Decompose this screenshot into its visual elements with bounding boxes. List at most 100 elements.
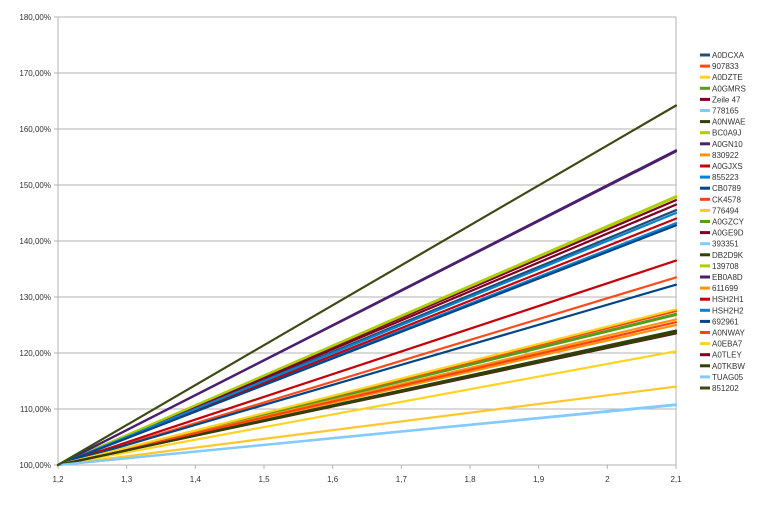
legend-item: 776494 — [700, 206, 739, 215]
legend-item: 778165 — [700, 107, 739, 116]
x-tick-label: 1,7 — [396, 475, 408, 484]
legend-item: DB2D9K — [700, 251, 744, 260]
legend-label: A0NWAE — [712, 118, 746, 127]
x-tick-label: 1,9 — [533, 475, 545, 484]
series-line-a0gjxs — [56, 259, 678, 467]
legend-label: A0DZTE — [712, 73, 743, 82]
series-line-776494 — [56, 385, 678, 467]
legend-item: A0NWAE — [700, 118, 746, 127]
series-line-cb0789 — [56, 283, 678, 467]
legend-label: 855223 — [712, 173, 739, 182]
legend-item: A0TLEY — [700, 351, 742, 360]
legend-label: CK4578 — [712, 195, 741, 204]
legend-label: A0GN10 — [712, 140, 743, 149]
legend: A0DCXA 907833 A0DZTE A0GMRS Zeile 47 778165 A0… — [700, 51, 746, 393]
legend-label: A0GZCY — [712, 218, 745, 227]
gridlines — [58, 16, 676, 466]
legend-label: DB2D9K — [712, 251, 744, 260]
legend-item: A0GE9D — [700, 229, 744, 238]
series-line-a0tkbw — [56, 331, 678, 467]
series-lines — [56, 104, 678, 467]
x-tick-label: 1,5 — [258, 475, 270, 484]
series-line-a0eba7 — [56, 308, 678, 467]
legend-label: 776494 — [712, 206, 739, 215]
legend-label: A0TKBW — [712, 362, 745, 371]
legend-label: A0EBA7 — [712, 340, 743, 349]
legend-item: CK4578 — [700, 195, 741, 204]
series-line-tuag05 — [56, 404, 678, 467]
legend-item: EB0A8D — [700, 273, 743, 282]
y-tick-labels: 100,00% 110,00% 120,00% 130,00% 140,00% 150,0… — [19, 13, 51, 470]
x-tick-label: 1,6 — [327, 475, 339, 484]
legend-item: 830922 — [700, 151, 739, 160]
y-tick-label: 130,00% — [19, 293, 51, 302]
legend-label: HSH2H1 — [712, 295, 744, 304]
legend-item: HSH2H2 — [700, 306, 744, 315]
x-tick-label: 1,3 — [121, 475, 133, 484]
legend-item: CB0789 — [700, 184, 741, 193]
series-line-a0dzte — [56, 350, 678, 467]
legend-label: CB0789 — [712, 184, 741, 193]
legend-label: 139708 — [712, 262, 739, 271]
y-tick-label: 180,00% — [19, 13, 51, 22]
legend-label: 778165 — [712, 107, 739, 116]
x-tick-label: 1,8 — [464, 475, 476, 484]
series-line-hsh2h2 — [56, 211, 678, 467]
legend-label: A0GMRS — [712, 84, 746, 93]
x-tick-labels: 1,2 1,3 1,4 1,5 1,6 1,7 1,8 1,9 2 2,1 — [52, 475, 682, 484]
series-line-a0nway — [56, 321, 678, 467]
legend-item: A0TKBW — [700, 362, 745, 371]
y-tick-label: 100,00% — [19, 461, 51, 470]
y-tick-label: 120,00% — [19, 349, 51, 358]
legend-item: A0EBA7 — [700, 340, 743, 349]
legend-label: A0GJXS — [712, 162, 743, 171]
x-tick-label: 1,2 — [52, 475, 64, 484]
x-tick-label: 2 — [605, 475, 610, 484]
legend-label: 393351 — [712, 240, 739, 249]
series-line-692961 — [56, 224, 678, 467]
legend-item: A0NWAY — [700, 329, 746, 338]
legend-item: 855223 — [700, 173, 739, 182]
legend-label: HSH2H2 — [712, 306, 744, 315]
legend-item: 692961 — [700, 317, 739, 326]
series-line-851202 — [56, 104, 678, 467]
series-line-907833 — [56, 276, 678, 467]
legend-item: A0GN10 — [700, 140, 743, 149]
legend-label: 692961 — [712, 317, 739, 326]
legend-item: A0DCXA — [700, 51, 745, 60]
legend-label: 830922 — [712, 151, 739, 160]
legend-item: HSH2H1 — [700, 295, 744, 304]
legend-label: A0DCXA — [712, 51, 745, 60]
legend-item: 907833 — [700, 62, 739, 71]
legend-label: A0NWAY — [712, 329, 746, 338]
legend-item: A0DZTE — [700, 73, 743, 82]
legend-item: 611699 — [700, 284, 739, 293]
legend-label: 851202 — [712, 384, 739, 393]
legend-item: Zeile 47 — [700, 95, 741, 104]
legend-label: BC0A9J — [712, 129, 741, 138]
legend-item: TUAG05 — [700, 373, 744, 382]
legend-label: A0GE9D — [712, 229, 744, 238]
legend-item: A0GMRS — [700, 84, 746, 93]
legend-item: A0GZCY — [700, 218, 745, 227]
y-tick-label: 150,00% — [19, 181, 51, 190]
y-tick-label: 170,00% — [19, 69, 51, 78]
y-tick-label: 110,00% — [20, 405, 51, 414]
legend-label: 611699 — [712, 284, 739, 293]
legend-label: Zeile 47 — [712, 95, 741, 104]
legend-item: BC0A9J — [700, 129, 741, 138]
legend-label: 907833 — [712, 62, 739, 71]
legend-item: 139708 — [700, 262, 739, 271]
legend-label: EB0A8D — [712, 273, 743, 282]
legend-item: 851202 — [700, 384, 739, 393]
series-line-139708 — [56, 196, 678, 467]
legend-item: A0GJXS — [700, 162, 743, 171]
legend-item: 393351 — [700, 240, 739, 249]
y-tick-label: 140,00% — [19, 237, 51, 246]
series-line-eb0a8d — [56, 150, 678, 467]
y-tick-label: 160,00% — [19, 125, 51, 134]
legend-label: TUAG05 — [712, 373, 744, 382]
